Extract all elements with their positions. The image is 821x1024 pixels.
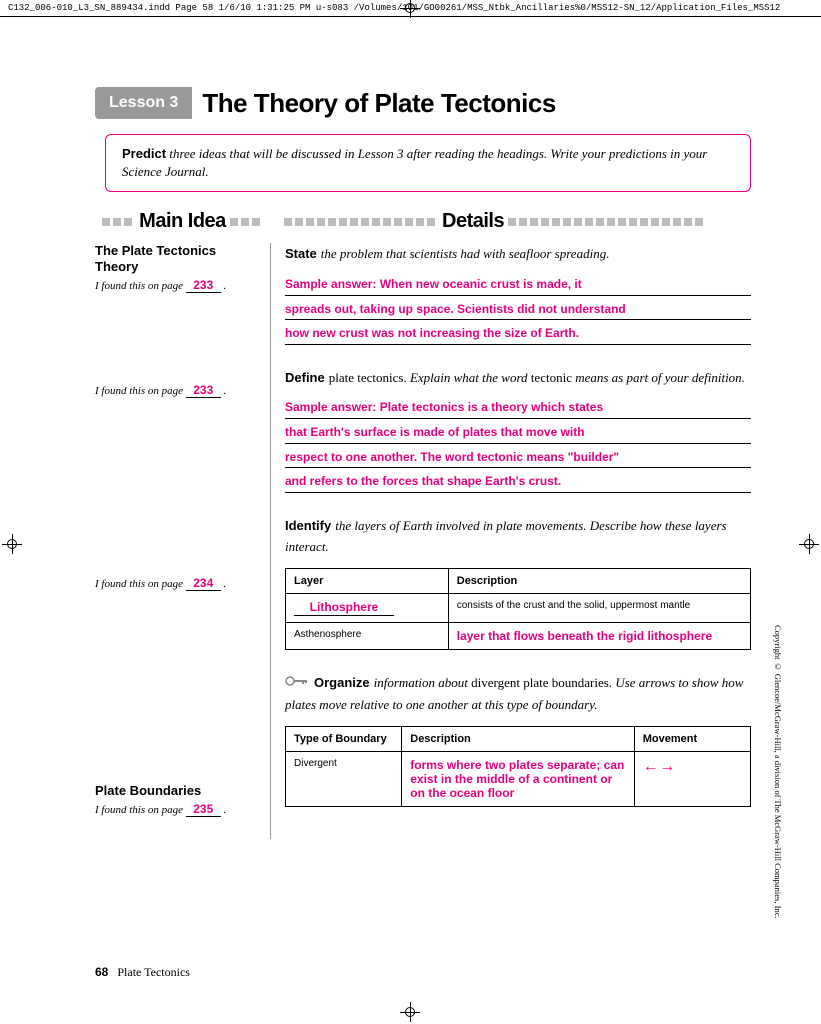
left-section-2: I found this on page 233 . (95, 383, 260, 554)
layer-description: consists of the crust and the solid, upp… (448, 593, 750, 622)
answer-line: how new crust was not increasing the siz… (285, 320, 751, 345)
answer-line: Sample answer: When new oceanic crust is… (285, 271, 751, 296)
define-term: Define (285, 370, 325, 385)
state-term: State (285, 246, 317, 261)
left-section-3: I found this on page 234 . (95, 576, 260, 761)
predict-box: Predict three ideas that will be discuss… (105, 134, 751, 192)
found-on-page: I found this on page 233 . (95, 278, 260, 293)
key-icon (285, 672, 307, 694)
decorative-squares (284, 218, 438, 226)
layer-table: Layer Description Lithosphere consists o… (285, 568, 751, 650)
decorative-squares (508, 218, 706, 226)
table-header-movement: Movement (634, 726, 750, 751)
found-on-page: I found this on page 234 . (95, 576, 260, 591)
found-on-page: I found this on page 233 . (95, 383, 260, 398)
page-number-answer: 233 (186, 278, 221, 293)
details-column: State the problem that scientists had wi… (270, 243, 751, 839)
state-block: State the problem that scientists had wi… (285, 243, 751, 344)
define-italic1: Explain what the word (410, 370, 531, 385)
page-number: 68 (95, 965, 108, 979)
page-number-answer: 235 (186, 802, 221, 817)
boundary-table: Type of Boundary Description Movement Di… (285, 726, 751, 807)
identify-instruction: the layers of Earth involved in plate mo… (285, 518, 727, 555)
answer-line: Sample answer: Plate tectonics is a theo… (285, 394, 751, 419)
decorative-squares (102, 218, 135, 226)
state-answers: Sample answer: When new oceanic crust is… (285, 271, 751, 345)
organize-italic1: information about (374, 675, 472, 690)
table-header-layer: Layer (286, 568, 449, 593)
organize-plain-word: divergent plate boundaries. (471, 675, 612, 690)
left-section-4: Plate Boundaries I found this on page 23… (95, 783, 260, 817)
answer-line: that Earth's surface is made of plates t… (285, 419, 751, 444)
define-answers: Sample answer: Plate tectonics is a theo… (285, 394, 751, 492)
answer-line: and refers to the forces that shape Eart… (285, 468, 751, 493)
lesson-title: The Theory of Plate Tectonics (202, 88, 555, 119)
found-label: I found this on page (95, 578, 183, 590)
define-block: Define plate tectonics. Explain what the… (285, 367, 751, 493)
found-on-page: I found this on page 235 . (95, 802, 260, 817)
page-content: Lesson 3 The Theory of Plate Tectonics P… (0, 17, 821, 859)
crop-mark-icon (400, 0, 420, 18)
details-header: Details (442, 210, 504, 233)
answer-line: respect to one another. The word tectoni… (285, 444, 751, 469)
organize-block: Organize information about divergent pla… (285, 672, 751, 807)
predict-instruction: three ideas that will be discussed in Le… (122, 146, 707, 179)
boundary-type: Divergent (286, 751, 402, 806)
table-header-description: Description (448, 568, 750, 593)
table-row: Asthenosphere layer that flows beneath t… (286, 622, 751, 649)
found-label: I found this on page (95, 280, 183, 292)
table-row: Lithosphere consists of the crust and th… (286, 593, 751, 622)
table-header-description: Description (402, 726, 635, 751)
chapter-title: Plate Tectonics (117, 965, 190, 979)
define-italic2: means as part of your definition. (572, 370, 745, 385)
main-idea-header: Main Idea (139, 210, 226, 233)
crop-mark-icon (400, 1002, 420, 1022)
found-label: I found this on page (95, 385, 183, 397)
answer-line: spreads out, taking up space. Scientists… (285, 296, 751, 321)
found-label: I found this on page (95, 804, 183, 816)
identify-block: Identify the layers of Earth involved in… (285, 515, 751, 650)
copyright-text: Copyright © Glencoe/McGraw-Hill, a divis… (773, 625, 783, 919)
define-word: tectonic (531, 370, 572, 385)
page-number-answer: 234 (186, 576, 221, 591)
identify-term: Identify (285, 518, 331, 533)
section-title: The Plate Tectonics Theory (95, 243, 260, 274)
table-row: Divergent forms where two plates separat… (286, 751, 751, 806)
movement-cell: ← → (634, 751, 750, 806)
left-section-1: The Plate Tectonics Theory I found this … (95, 243, 260, 361)
organize-term: Organize (314, 675, 370, 690)
define-plain: plate tectonics. (329, 370, 410, 385)
state-text: the problem that scientists had with sea… (321, 246, 610, 261)
decorative-squares (230, 218, 263, 226)
layer-answer: Lithosphere (294, 600, 394, 616)
main-idea-column: The Plate Tectonics Theory I found this … (95, 243, 270, 839)
boundary-description-answer: forms where two plates separate; can exi… (402, 751, 635, 806)
column-headers: Main Idea Details (95, 210, 751, 233)
layer-description-answer: layer that flows beneath the rigid litho… (448, 622, 750, 649)
divergent-arrows-icon: ← → (643, 758, 673, 775)
table-header-type: Type of Boundary (286, 726, 402, 751)
page-number-answer: 233 (186, 383, 221, 398)
section-title: Plate Boundaries (95, 783, 260, 799)
lesson-header: Lesson 3 The Theory of Plate Tectonics (95, 87, 751, 119)
predict-term: Predict (122, 146, 166, 161)
lesson-number-tab: Lesson 3 (95, 87, 192, 119)
layer-name: Asthenosphere (286, 622, 449, 649)
two-column-layout: The Plate Tectonics Theory I found this … (95, 243, 751, 839)
page-footer: 68 Plate Tectonics (95, 965, 190, 980)
